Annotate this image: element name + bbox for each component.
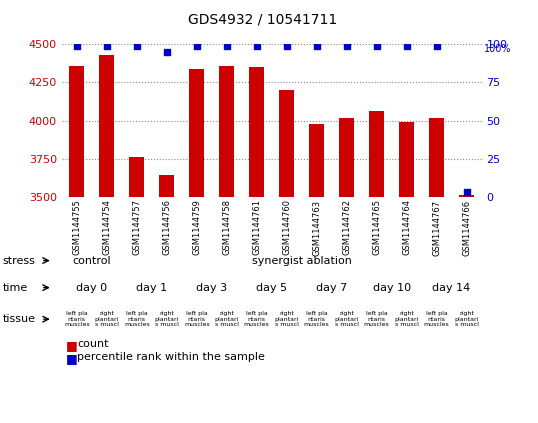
Text: right
plantari
s muscl: right plantari s muscl [274, 311, 299, 327]
Point [73, 43, 81, 49]
Text: right
plantari
s muscl: right plantari s muscl [394, 311, 419, 327]
Text: left pla
ntaris
muscles: left pla ntaris muscles [124, 311, 150, 327]
Text: day 5: day 5 [256, 283, 287, 293]
Text: synergist ablation: synergist ablation [252, 255, 352, 266]
Point [193, 43, 201, 49]
Point [432, 43, 441, 49]
Text: day 7: day 7 [316, 283, 347, 293]
Bar [399, 122, 414, 197]
Text: day 3: day 3 [196, 283, 227, 293]
Text: day 0: day 0 [76, 283, 108, 293]
Bar [129, 157, 144, 197]
Text: right
plantari
s muscl: right plantari s muscl [215, 311, 239, 327]
Text: right
plantari
s muscl: right plantari s muscl [154, 311, 179, 327]
Text: day 1: day 1 [136, 283, 167, 293]
Bar [100, 55, 114, 197]
Text: right
plantari
s muscl: right plantari s muscl [454, 311, 479, 327]
Text: tissue: tissue [3, 314, 36, 324]
Bar [339, 118, 354, 197]
Point [252, 43, 261, 49]
Text: day 14: day 14 [433, 283, 471, 293]
Text: count: count [77, 339, 109, 349]
Point [313, 43, 321, 49]
Text: left pla
ntaris
muscles: left pla ntaris muscles [244, 311, 270, 327]
Text: GDS4932 / 10541711: GDS4932 / 10541711 [188, 13, 337, 27]
Text: stress: stress [3, 255, 36, 266]
Text: left pla
ntaris
muscles: left pla ntaris muscles [304, 311, 330, 327]
Point [462, 189, 471, 195]
Bar [279, 90, 294, 197]
Text: 100%: 100% [484, 44, 512, 55]
Text: time: time [3, 283, 28, 293]
Bar [459, 195, 474, 197]
Point [402, 43, 411, 49]
Point [103, 43, 111, 49]
Point [132, 43, 141, 49]
Bar [309, 124, 324, 197]
Text: day 10: day 10 [372, 283, 410, 293]
Point [282, 43, 291, 49]
Text: left pla
ntaris
muscles: left pla ntaris muscles [364, 311, 390, 327]
Bar [189, 69, 204, 197]
Text: right
plantari
s muscl: right plantari s muscl [335, 311, 359, 327]
Text: control: control [73, 255, 111, 266]
Point [342, 43, 351, 49]
Bar [249, 67, 264, 197]
Bar [369, 111, 384, 197]
Bar [429, 118, 444, 197]
Point [162, 49, 171, 55]
Text: percentile rank within the sample: percentile rank within the sample [77, 352, 265, 363]
Bar [69, 66, 84, 197]
Text: left pla
ntaris
muscles: left pla ntaris muscles [423, 311, 449, 327]
Bar [219, 66, 234, 197]
Point [372, 43, 381, 49]
Text: right
plantari
s muscl: right plantari s muscl [95, 311, 119, 327]
Text: ■: ■ [66, 352, 78, 365]
Text: left pla
ntaris
muscles: left pla ntaris muscles [64, 311, 90, 327]
Point [222, 43, 231, 49]
Text: ■: ■ [66, 339, 78, 352]
Bar [159, 176, 174, 197]
Text: left pla
ntaris
muscles: left pla ntaris muscles [184, 311, 210, 327]
